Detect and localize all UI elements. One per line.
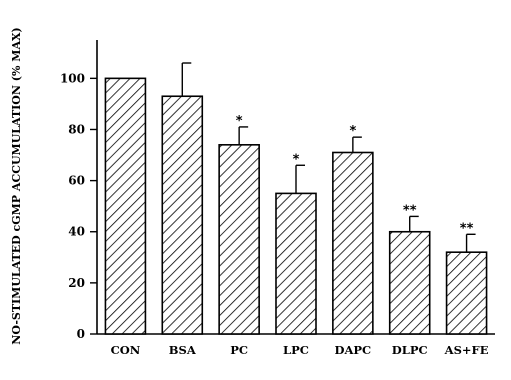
bar-pc [218, 144, 260, 335]
x-tick-label-lpc: LPC [283, 343, 309, 357]
y-tick-label-40: 40 [68, 225, 85, 239]
x-tick-label-as-fe: AS+FE [444, 343, 489, 357]
x-tick-label-dlpc: DLPC [392, 343, 428, 357]
bar-bsa [161, 95, 204, 335]
significance-dapc: * [349, 124, 356, 139]
x-tick-label-pc: PC [230, 343, 248, 357]
bar-lpc [275, 192, 317, 335]
y-tick-label-60: 60 [68, 174, 85, 188]
y-axis-label: NO-STIMULATED cGMP ACCUMULATION (% MAX) [10, 27, 23, 344]
y-tick-label-20: 20 [68, 276, 85, 290]
y-tick-label-80: 80 [68, 122, 85, 136]
significance-dlpc: ** [403, 203, 417, 218]
bar-dlpc [388, 230, 431, 335]
x-tick-label-bsa: BSA [169, 343, 197, 357]
significance-as-fe: ** [460, 221, 474, 236]
bar-dapc [332, 151, 374, 335]
bar-as-fe [445, 251, 488, 335]
significance-lpc: * [293, 152, 300, 167]
significance-pc: * [236, 114, 243, 129]
y-tick-label-100: 100 [60, 71, 85, 85]
x-tick-label-con: CON [111, 343, 141, 357]
bar-con [104, 77, 147, 335]
y-tick-label-0: 0 [77, 327, 85, 341]
x-tick-label-dapc: DAPC [335, 343, 372, 357]
plot-area: 0 20 40 60 80 100 CON BSA * PC * LPC * DAPC ** DLPC ** AS… [60, 40, 495, 357]
